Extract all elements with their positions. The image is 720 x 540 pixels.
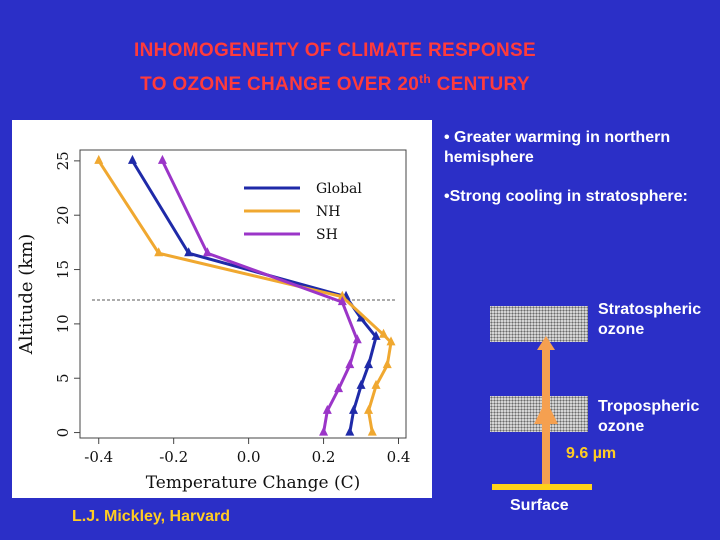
slide-title: INHOMOGENEITY OF CLIMATE RESPONSE TO OZO… [40,36,630,99]
y-tick-label-4: 20 [54,206,72,225]
title-superscript: th [419,72,432,86]
point-nh-8 [367,426,377,436]
tropospheric-ozone-layer [490,396,588,432]
point-sh-6 [322,404,332,414]
point-global-4 [364,359,374,369]
point-nh-1 [154,247,164,257]
legend-label-nh: NH [316,204,340,220]
y-axis-label: Altitude (km) [16,234,37,356]
point-sh-5 [334,383,344,393]
point-sh-1 [202,247,212,257]
point-global-8 [127,154,137,164]
x-tick-label-3: 0.2 [312,448,336,466]
x-tick-label-4: 0.4 [387,448,411,466]
y-tick-label-0: 0 [54,428,72,438]
title-line-2: TO OZONE CHANGE OVER 20th CENTURY [40,65,630,99]
y-tick-label-1: 5 [54,373,72,383]
point-sh-0 [157,154,167,164]
altitude-temperature-chart: -0.4 -0.2 0.0 0.2 0.4 0 5 10 15 20 25 Temperature C… [12,120,432,498]
point-nh-6 [371,379,381,389]
point-nh-3 [379,328,389,338]
point-nh-2 [337,290,347,300]
upward-radiation-arrow-icon [534,336,558,486]
title-line-2-text: TO OZONE CHANGE OVER 20 [140,74,420,95]
y-tick-label-2: 10 [54,314,72,333]
surface-line [492,484,592,490]
y-tick-label-3: 15 [54,260,72,279]
point-nh-7 [364,404,374,414]
author-credit: L.J. Mickley, Harvard [72,508,230,525]
title-line-2-end: CENTURY [431,74,530,95]
point-sh-4 [345,359,355,369]
y-tick-label-5: 25 [54,151,72,170]
plot-frame [79,149,407,439]
surface-label: Surface [510,497,569,514]
x-tick-label-0: -0.4 [84,448,113,466]
point-nh-4 [386,336,396,346]
point-global-2 [356,312,366,322]
legend-label-sh: SH [316,227,338,243]
title-line-1: INHOMOGENEITY OF CLIMATE RESPONSE [134,40,536,61]
tropospheric-ozone-label: Tropospheric ozone [598,398,700,435]
bullet-list: • Greater warming in northern hemisphere… [444,128,714,226]
point-nh-5 [382,359,392,369]
point-global-0 [184,247,194,257]
x-axis-label: Temperature Change (C) [146,473,360,493]
legend-label-global: Global [316,181,362,197]
bullet-nh-warming: • Greater warming in northern hemisphere [444,129,671,166]
point-sh-3 [352,334,362,344]
point-sh-7 [319,426,329,436]
point-nh-0 [94,154,104,164]
wavelength-label: 9.6 µm [566,445,617,462]
point-global-5 [356,379,366,389]
point-global-7 [345,426,355,436]
series-line-sh [161,160,359,433]
chart-canvas: -0.4 -0.2 0.0 0.2 0.4 0 5 10 15 20 25 Temperature C… [16,149,411,493]
stratospheric-ozone-label: Stratospheric ozone [598,301,702,338]
point-global-3 [371,330,381,340]
bullet-strat-cooling: •Strong cooling in stratosphere: [444,188,688,205]
point-sh-2 [337,296,347,306]
x-tick-label-1: -0.2 [159,448,188,466]
point-global-6 [349,404,359,414]
x-tick-label-2: 0.0 [237,448,261,466]
stratospheric-ozone-layer [490,306,588,342]
